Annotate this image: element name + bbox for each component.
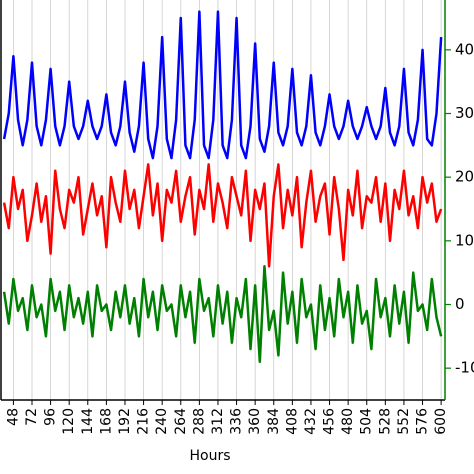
series-line [2, 265, 443, 364]
x-tick-label: 456 [322, 408, 338, 435]
grid [12, 0, 442, 400]
x-tick-label: 336 [229, 408, 245, 435]
x-tick-label: 528 [377, 408, 393, 435]
x-tick-label: 360 [247, 408, 263, 435]
series-line [2, 163, 443, 268]
x-tick-label: 504 [359, 408, 375, 435]
x-tick-label: 552 [396, 408, 412, 435]
x-tick-label: 288 [191, 408, 207, 435]
y-tick-label: 10 [455, 231, 474, 249]
x-tick-label: 96 [43, 408, 59, 426]
x-tick-label: 408 [284, 408, 300, 435]
y-tick-label: -10 [455, 359, 474, 377]
x-tick-label: 384 [266, 408, 282, 435]
x-tick-label: 120 [61, 408, 77, 435]
x-tick-label: 264 [173, 408, 189, 435]
x-tick-label: 144 [80, 408, 96, 435]
y-tick-label: 40 [455, 40, 474, 58]
y-tick-label: 30 [455, 104, 474, 122]
y-tick-label: 0 [455, 295, 465, 313]
x-tick-label: 168 [98, 408, 114, 435]
x-tick-label: 192 [117, 408, 133, 435]
x-tick-label: 312 [210, 408, 226, 435]
x-tick-label: 72 [24, 408, 40, 426]
x-tick-label: 216 [136, 408, 152, 435]
x-tick-label: 48 [5, 408, 21, 426]
plot-lines [2, 10, 443, 364]
x-tick-label: 576 [415, 408, 431, 435]
x-tick-label: 480 [340, 408, 356, 435]
series-line [2, 10, 443, 160]
y-tick-label: 20 [455, 168, 474, 186]
x-tick-label: 432 [303, 408, 319, 435]
x-tick-label: 240 [154, 408, 170, 435]
axes: 48 72 96 120 144 168 192 216 240 264 288 312 336 360 3… [0, 0, 474, 435]
x-tick-label: 600 [433, 408, 449, 435]
x-axis-label: Hours [189, 448, 230, 464]
